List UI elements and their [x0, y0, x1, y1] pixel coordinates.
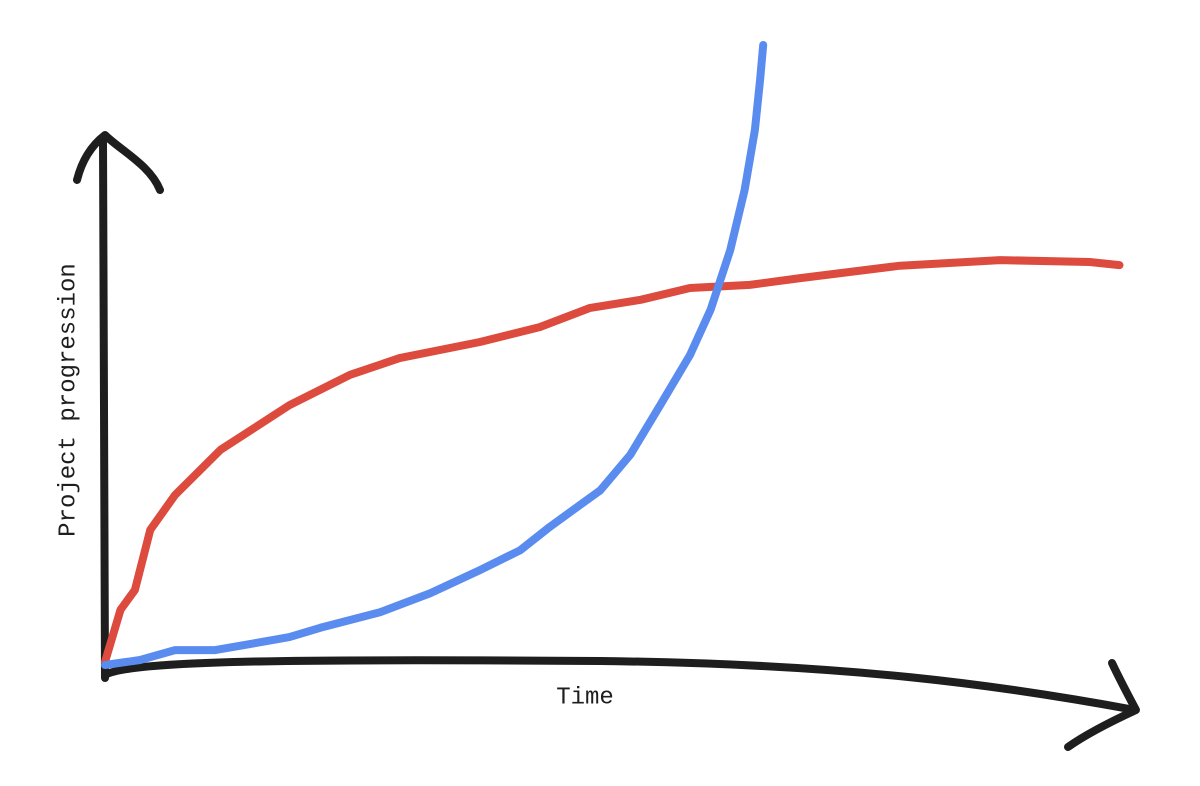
line	[101, 41, 768, 669]
x-axis-arrowhead	[1064, 659, 1140, 751]
y-axis	[99, 136, 109, 682]
y-axis-label: Project progression	[55, 263, 82, 537]
x-axis	[101, 656, 1139, 714]
y-axis-arrowhead	[73, 131, 164, 194]
line	[101, 256, 1124, 666]
x-axis-label: Time	[556, 684, 614, 711]
